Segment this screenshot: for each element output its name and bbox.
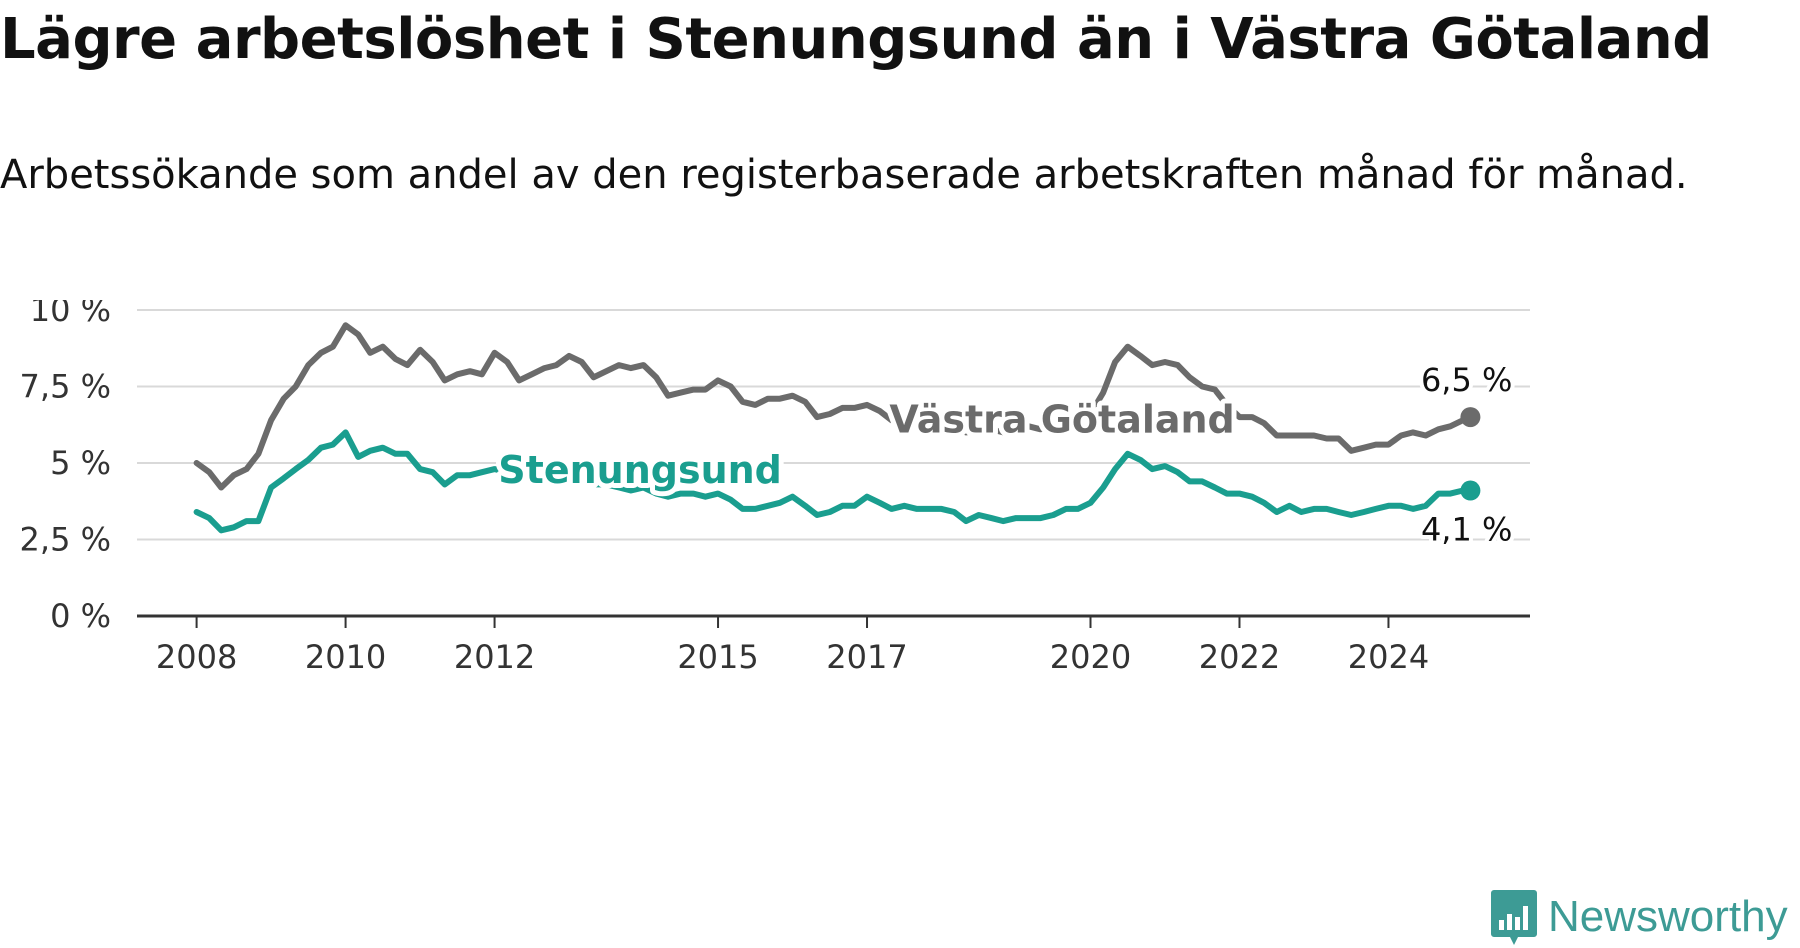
series-lines bbox=[193, 322, 1481, 534]
x-tick-label: 2017 bbox=[826, 638, 907, 676]
y-tick-label: 0 % bbox=[50, 597, 111, 635]
gridlines bbox=[137, 309, 1530, 541]
x-tick-label: 2015 bbox=[677, 638, 758, 676]
y-tick-label: 10 % bbox=[30, 300, 111, 329]
x-tick-label: 2020 bbox=[1050, 638, 1131, 676]
series-label-stenungsund: Stenungsund bbox=[498, 448, 782, 492]
end-point-v-stra-g-taland bbox=[1460, 407, 1481, 428]
brand-name: Newsworthy bbox=[1548, 892, 1788, 941]
line-chart: 0 % 2,5 % 5 % 7,5 % 10 % 2008 2010 2012 2015 201… bbox=[20, 300, 1530, 676]
newsworthy-chart-icon bbox=[1491, 890, 1537, 945]
newsworthy-logo: Newsworthy bbox=[1490, 888, 1788, 946]
x-tick-label: 2012 bbox=[454, 638, 535, 676]
chart-subtitle: Arbetssökande som andel av den registerb… bbox=[0, 152, 1688, 198]
y-tick-label: 5 % bbox=[50, 444, 111, 482]
end-point-stenungsund bbox=[1460, 480, 1481, 501]
x-axis bbox=[137, 614, 1530, 628]
x-tick-label: 2010 bbox=[305, 638, 386, 676]
series-line-stenungsund bbox=[193, 429, 1474, 534]
end-value-label-v-stra-g-taland: 6,5 % bbox=[1421, 361, 1512, 399]
chart-title: Lägre arbetslöshet i Stenungsund än i Vä… bbox=[0, 7, 1712, 72]
x-tick-label: 2024 bbox=[1348, 638, 1429, 676]
end-value-label-stenungsund: 4,1 % bbox=[1421, 511, 1512, 549]
y-tick-label: 7,5 % bbox=[20, 368, 111, 406]
x-axis-tick-labels: 2008 2010 2012 2015 2017 2020 2022 2024 bbox=[156, 638, 1429, 676]
y-tick-label: 2,5 % bbox=[20, 521, 111, 559]
series-label-v-stra-g-taland: Västra Götaland bbox=[889, 397, 1234, 441]
x-tick-label: 2008 bbox=[156, 638, 237, 676]
y-axis-tick-labels: 0 % 2,5 % 5 % 7,5 % 10 % bbox=[20, 300, 111, 635]
series-line-v-stra-g-taland bbox=[193, 322, 1474, 491]
x-tick-label: 2022 bbox=[1199, 638, 1280, 676]
series-labels: Västra Götaland 6,5 % Stenungsund 4,1 % bbox=[493, 357, 1516, 552]
